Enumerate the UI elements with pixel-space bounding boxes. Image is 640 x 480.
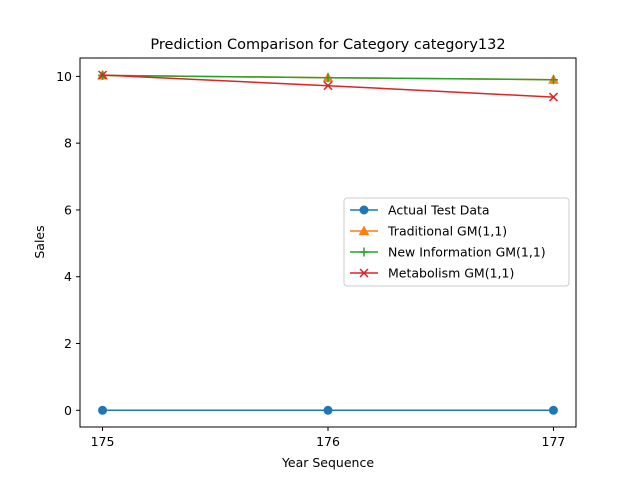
x-tick-label: 175 bbox=[91, 434, 115, 449]
data-point bbox=[548, 92, 558, 102]
y-tick-label: 10 bbox=[56, 69, 72, 84]
plot-frame bbox=[79, 57, 577, 428]
series-0 bbox=[98, 405, 558, 415]
series-layer bbox=[97, 69, 559, 415]
data-point bbox=[548, 405, 558, 415]
x-tick-label: 177 bbox=[542, 434, 566, 449]
x-tick-label: 176 bbox=[316, 434, 340, 449]
series-3 bbox=[98, 70, 558, 102]
legend-box bbox=[343, 197, 570, 287]
data-point bbox=[323, 73, 333, 83]
y-tick-label: 6 bbox=[64, 202, 72, 217]
data-point bbox=[98, 70, 108, 80]
legend-item: Metabolism GM(1,1) bbox=[350, 266, 514, 281]
legend-label: Metabolism GM(1,1) bbox=[388, 266, 514, 281]
data-point bbox=[548, 75, 558, 85]
legend-marker bbox=[358, 225, 370, 236]
y-tick-label: 2 bbox=[64, 336, 72, 351]
legend-label: New Information GM(1,1) bbox=[388, 245, 546, 260]
legend-item: Actual Test Data bbox=[350, 203, 490, 218]
legend-marker bbox=[359, 247, 369, 257]
y-axis-label: Sales bbox=[32, 225, 47, 258]
y-tick-label: 0 bbox=[64, 403, 72, 418]
ticks: 175 176 177 0 2 4 6 8 10 bbox=[56, 69, 565, 449]
chart-title: Prediction Comparison for Category categ… bbox=[150, 37, 505, 53]
legend-item: Traditional GM(1,1) bbox=[350, 224, 507, 239]
data-point bbox=[323, 81, 333, 91]
legend-label: Actual Test Data bbox=[388, 203, 490, 218]
x-axis-label: Year Sequence bbox=[281, 455, 374, 470]
legend-marker bbox=[359, 205, 369, 215]
data-point bbox=[98, 405, 108, 415]
y-tick-label: 4 bbox=[64, 269, 72, 284]
data-point bbox=[323, 405, 333, 415]
legend: Actual Test Data Traditional GM(1,1) New I… bbox=[343, 197, 570, 287]
y-tick-label: 8 bbox=[64, 136, 72, 151]
legend-item: New Information GM(1,1) bbox=[350, 245, 546, 260]
legend-label: Traditional GM(1,1) bbox=[387, 224, 507, 239]
legend-marker bbox=[359, 268, 369, 278]
